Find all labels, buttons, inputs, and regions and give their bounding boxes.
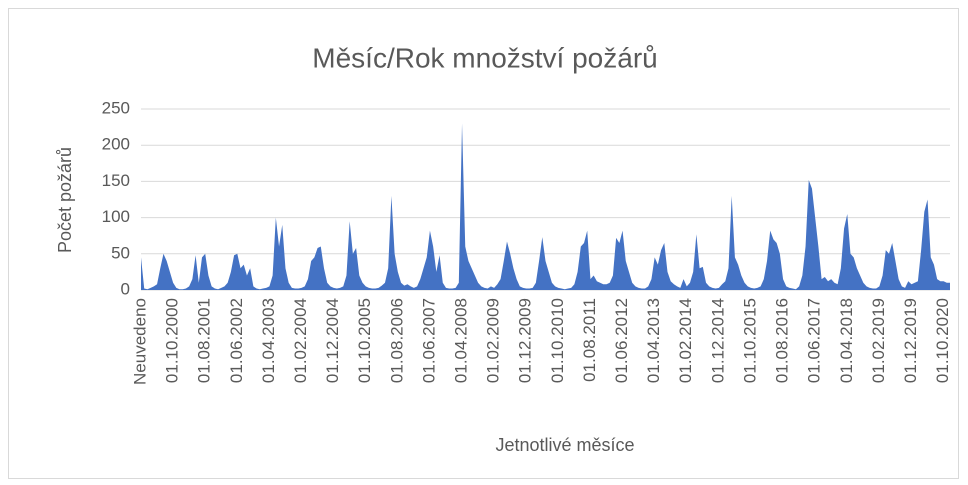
y-axis-title: Počet požárů (55, 147, 75, 253)
y-tick-label: 50 (111, 243, 130, 262)
x-tick-label: 01.10.2010 (548, 298, 567, 383)
x-tick-label: 01.10.2000 (163, 298, 182, 383)
x-tick-label: 01.06.2002 (227, 298, 246, 383)
x-tick-label: 01.12.2004 (323, 298, 342, 383)
x-tick-label: 01.10.2005 (355, 298, 374, 383)
x-tick-label: 01.08.2001 (195, 298, 214, 383)
x-tick-label: 01.04.2008 (452, 298, 471, 383)
x-tick-label: Neuvedeno (130, 298, 149, 385)
y-tick-label: 100 (102, 207, 130, 226)
y-tick-label: 250 (102, 98, 130, 117)
x-tick-label: 01.06.2012 (612, 298, 631, 383)
x-tick-label: 01.02.2019 (869, 298, 888, 383)
x-tick-label: 01.12.2014 (708, 298, 727, 383)
y-tick-label: 200 (102, 135, 130, 154)
x-tick-label: 01.04.2013 (644, 298, 663, 383)
chart-border (8, 8, 959, 479)
x-tick-label: 01.06.2017 (805, 298, 824, 383)
x-tick-label: 01.10.2015 (740, 298, 759, 383)
x-tick-label: 01.08.2016 (773, 298, 792, 383)
x-tick-label: 01.02.2014 (676, 298, 695, 383)
x-tick-label: 01.08.2011 (580, 298, 599, 382)
x-tick-label: 01.02.2009 (484, 298, 503, 383)
x-tick-label: 01.10.2020 (933, 298, 952, 383)
y-tick-label: 0 (121, 279, 130, 298)
x-tick-label: 01.12.2009 (516, 298, 535, 383)
y-tick-label: 150 (102, 171, 130, 190)
x-tick-label: 01.06.2007 (419, 298, 438, 383)
x-tick-label: 01.04.2003 (259, 298, 278, 383)
x-tick-label: 01.12.2019 (901, 298, 920, 383)
x-tick-label: 01.04.2018 (837, 298, 856, 383)
x-axis-title: Jetnotlivé měsíce (495, 435, 634, 455)
x-tick-label: 01.08.2006 (387, 298, 406, 383)
x-tick-label: 01.02.2004 (291, 298, 310, 383)
chart-title: Měsíc/Rok množství požárů (312, 42, 657, 73)
